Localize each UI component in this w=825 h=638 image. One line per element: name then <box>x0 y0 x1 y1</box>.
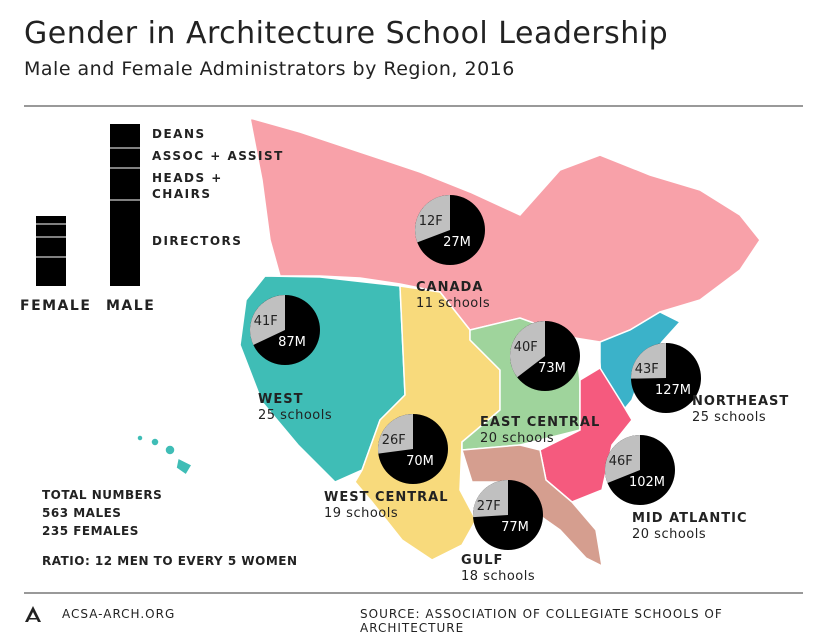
male-count: 77M <box>501 520 529 535</box>
female-count: 43F <box>635 362 659 377</box>
legend-chairs: CHAIRS <box>152 187 212 201</box>
region-mid-atlantic <box>539 366 633 503</box>
male-count: 73M <box>538 361 566 376</box>
male-count: 127M <box>655 383 691 398</box>
legend-male: MALE <box>106 298 156 314</box>
hawaii <box>136 434 194 477</box>
legend-deans: DEANS <box>152 127 206 141</box>
total-males: 563 MALES <box>42 506 122 520</box>
site-link[interactable]: ACSA-ARCH.ORG <box>62 607 176 621</box>
female-slice <box>378 414 413 454</box>
female-slice <box>415 195 450 243</box>
female-slice <box>605 435 640 484</box>
female-slice <box>250 295 285 345</box>
female-count: 46F <box>609 454 633 469</box>
female-count: 26F <box>382 433 406 448</box>
male-bar <box>110 124 140 286</box>
female-slice <box>631 343 666 379</box>
male-count: 27M <box>443 235 471 250</box>
female-count: 27F <box>477 499 501 514</box>
pie-mid_atlantic: 46F 102M <box>605 435 675 505</box>
female-bar <box>36 216 66 286</box>
total-females: 235 FEMALES <box>42 524 139 538</box>
source-note: SOURCE: ASSOCIATION OF COLLEGIATE SCHOOL… <box>360 607 723 635</box>
totals-heading: TOTAL NUMBERS <box>42 488 163 502</box>
legend-bars <box>36 124 140 286</box>
label-canada: CANADA 11 schools <box>416 280 491 311</box>
male-count: 70M <box>406 454 434 469</box>
label-east-central: EAST CENTRAL 20 schools <box>480 415 601 446</box>
female-slice <box>472 480 508 518</box>
pie-northeast: 43F 127M <box>631 343 701 413</box>
bottom-divider <box>24 592 803 594</box>
totals: TOTAL NUMBERS 563 MALES 235 FEMALES RATI… <box>42 486 298 570</box>
female-count: 40F <box>514 340 538 355</box>
female-count: 41F <box>254 314 278 329</box>
ratio: RATIO: 12 MEN TO EVERY 5 WOMEN <box>42 554 298 568</box>
female-slice <box>510 321 545 378</box>
female-count: 12F <box>419 214 443 229</box>
label-mid-atlantic: MID ATLANTIC 20 schools <box>632 511 748 542</box>
legend-directors: DIRECTORS <box>152 234 243 248</box>
label-west-central: WEST CENTRAL 19 schools <box>324 490 449 521</box>
legend-heads: HEADS + <box>152 171 223 185</box>
legend-assoc-assist: ASSOC + ASSIST <box>152 149 284 163</box>
page-title: Gender in Architecture School Leadership <box>24 16 669 51</box>
top-divider <box>24 105 803 107</box>
region-canada <box>249 116 761 343</box>
label-northeast: NORTHEAST 25 schools <box>692 394 790 425</box>
legend-female: FEMALE <box>20 298 92 314</box>
subtitle: Male and Female Administrators by Region… <box>24 58 515 80</box>
label-gulf: GULF 18 schools <box>461 553 536 584</box>
label-west: WEST 25 schools <box>258 392 333 423</box>
male-count: 102M <box>629 475 665 490</box>
male-count: 87M <box>278 335 306 350</box>
